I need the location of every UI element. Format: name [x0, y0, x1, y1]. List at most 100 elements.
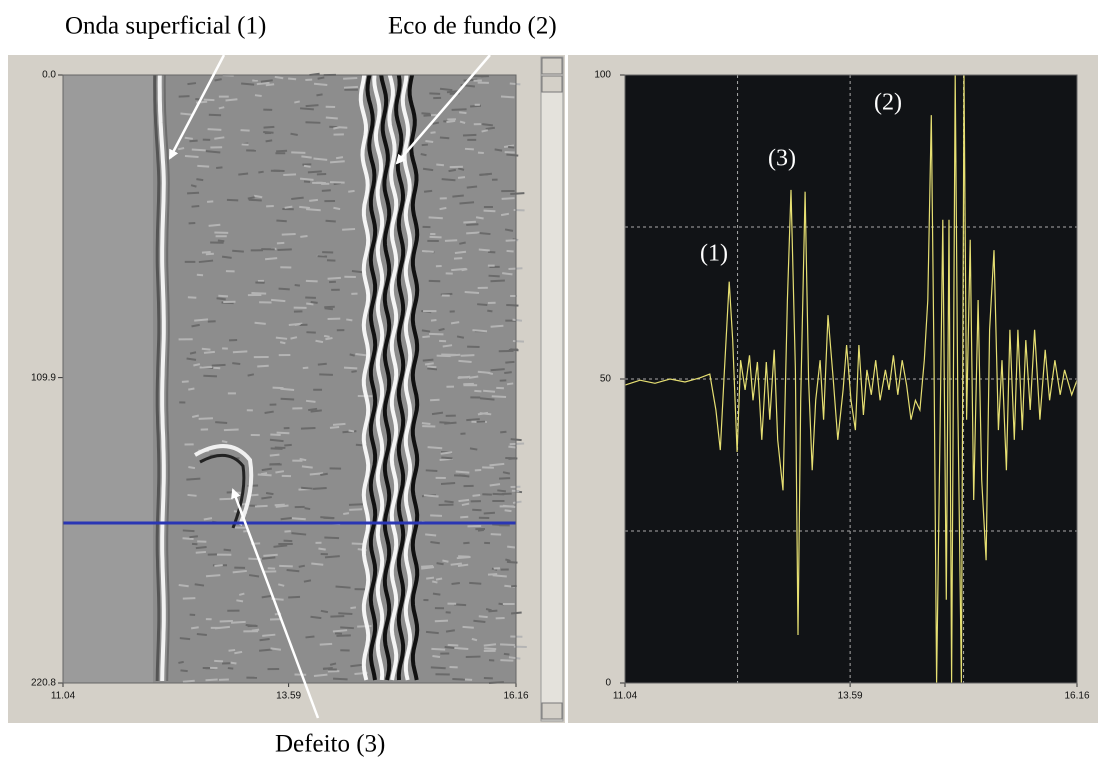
scrollbar[interactable]: [540, 56, 564, 722]
texture: [288, 595, 301, 599]
texture: [464, 291, 480, 294]
scroll-up[interactable]: [541, 57, 563, 75]
texture: [439, 206, 447, 211]
texture: [190, 184, 197, 188]
texture: [502, 272, 513, 276]
texture: [479, 173, 489, 176]
texture: [251, 291, 267, 295]
texture: [254, 94, 262, 97]
texture: [444, 500, 454, 504]
texture: [248, 198, 262, 202]
texture: [320, 472, 328, 477]
texture: [280, 397, 295, 401]
x-tick-label: 13.59: [838, 691, 863, 702]
texture: [466, 185, 478, 189]
texture: [215, 421, 228, 425]
texture: [490, 324, 504, 328]
texture: [238, 172, 249, 176]
texture: [232, 249, 244, 253]
y-tick-label: 0.0: [42, 70, 56, 81]
texture: [481, 129, 488, 133]
texture: [189, 535, 198, 539]
texture: [494, 148, 503, 152]
texture: [333, 206, 341, 211]
texture: [438, 327, 445, 332]
texture: [313, 82, 328, 86]
texture: [497, 489, 507, 493]
texture: [330, 615, 345, 618]
texture: [457, 167, 465, 171]
x-tick-label: 11.04: [613, 691, 638, 702]
texture: [355, 353, 368, 357]
texture: [477, 370, 490, 374]
texture: [303, 164, 311, 168]
texture: [275, 470, 285, 474]
texture: [351, 269, 363, 274]
texture: [342, 430, 357, 434]
texture: [471, 637, 478, 642]
texture: [462, 133, 477, 137]
texture: [201, 250, 211, 254]
texture: [236, 599, 244, 603]
texture: [506, 303, 519, 307]
texture: [191, 205, 200, 208]
texture: [241, 82, 255, 86]
texture: [180, 669, 188, 673]
texture: [310, 301, 318, 304]
texture: [288, 77, 297, 81]
texture: [214, 625, 230, 630]
texture: [430, 319, 437, 322]
arrow: [231, 488, 320, 719]
texture: [278, 583, 285, 587]
scroll-down[interactable]: [541, 702, 563, 720]
peak-label: (1): [700, 241, 728, 267]
texture: [508, 145, 515, 149]
texture: [203, 350, 215, 354]
texture: [452, 194, 464, 198]
texture: [325, 336, 333, 341]
texture: [190, 626, 199, 630]
texture: [427, 446, 443, 450]
texture: [490, 279, 505, 283]
texture: [472, 493, 481, 497]
texture: [178, 584, 189, 588]
texture: [499, 477, 511, 480]
y-tick-label: 50: [600, 374, 612, 385]
texture: [466, 223, 479, 226]
texture: [444, 239, 458, 242]
texture: [186, 477, 201, 481]
texture: [457, 176, 466, 179]
texture: [365, 74, 378, 681]
texture: [350, 663, 364, 668]
texture: [217, 239, 225, 243]
texture: [343, 366, 358, 370]
texture: [221, 255, 232, 259]
plot-background: [625, 75, 1077, 683]
texture: [343, 76, 358, 80]
texture: [280, 387, 295, 392]
texture: [304, 507, 311, 511]
texture: [228, 648, 236, 652]
texture: [342, 227, 356, 231]
texture: [325, 116, 338, 120]
texture: [281, 232, 296, 236]
texture: [348, 503, 364, 506]
texture: [458, 498, 470, 503]
texture: [348, 429, 355, 433]
texture: [227, 667, 234, 670]
texture: [489, 462, 505, 467]
texture: [479, 397, 495, 401]
texture: [349, 353, 355, 357]
texture: [510, 192, 525, 195]
texture: [279, 341, 286, 345]
texture: [324, 555, 340, 559]
texture: [308, 407, 318, 412]
arrow: [395, 54, 491, 165]
texture: [218, 106, 225, 110]
texture: [500, 430, 507, 434]
scroll-thumb[interactable]: [541, 75, 563, 93]
texture: [274, 75, 284, 80]
texture: [294, 322, 301, 326]
texture: [379, 74, 392, 681]
texture: [269, 453, 280, 457]
